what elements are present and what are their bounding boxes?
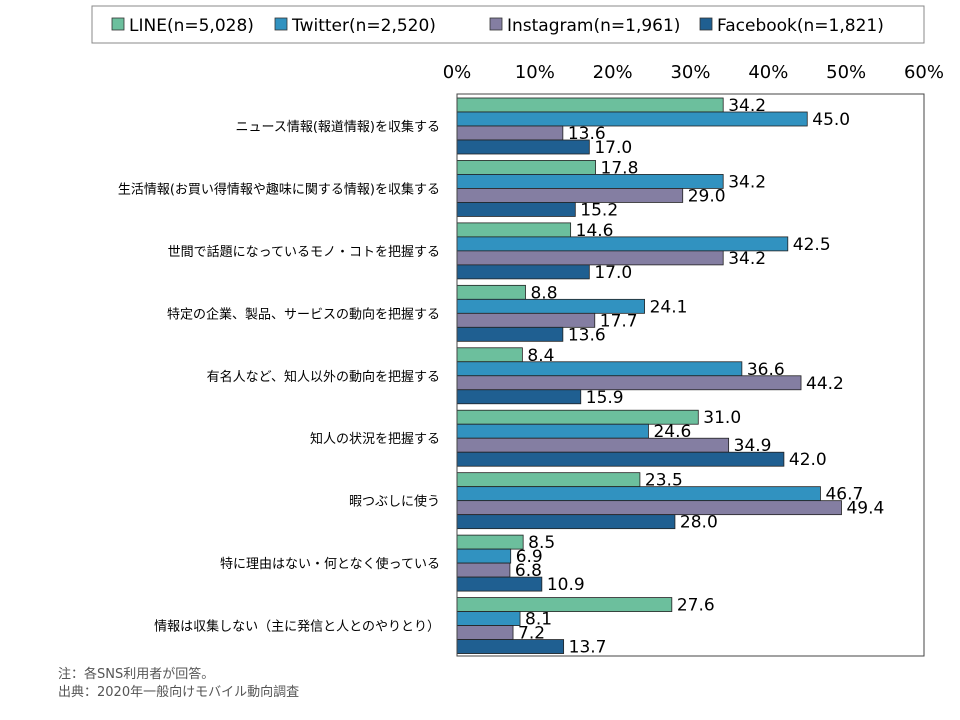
data-label: 14.6 <box>576 221 614 241</box>
data-label: 42.0 <box>789 450 827 470</box>
data-label: 23.5 <box>645 471 683 491</box>
legend: LINE(n=5,028) Twitter(n=2,520) Instagram(n… <box>91 5 925 44</box>
plot-frame <box>456 93 925 657</box>
data-label: 46.7 <box>825 485 863 505</box>
category-label: 情報は収集しない（主に発信と人とのやりとり） <box>154 619 440 635</box>
data-label: 34.9 <box>734 436 772 456</box>
data-label: 17.0 <box>594 263 632 283</box>
data-label: 8.5 <box>528 533 555 553</box>
data-label: 36.6 <box>747 360 785 380</box>
legend-box <box>91 5 925 44</box>
x-tick-label: 30% <box>670 62 710 83</box>
category-label: 生活情報(お買い得情報や趣味に関する情報)を収集する <box>118 181 440 197</box>
data-label: 8.8 <box>530 283 557 303</box>
bar <box>456 188 684 203</box>
bar <box>456 174 724 189</box>
category-label: 知人の状況を把握する <box>310 431 440 447</box>
bar <box>456 284 526 300</box>
bar <box>456 389 582 405</box>
bar <box>456 548 512 564</box>
data-label: 44.2 <box>806 374 844 394</box>
data-label: 34.2 <box>728 172 766 192</box>
legend-label: LINE(n=5,028) <box>129 16 254 36</box>
note-text: 注：各SNS利用者が回答。 <box>58 667 215 682</box>
bar <box>456 514 676 530</box>
bar <box>456 202 576 217</box>
data-label: 45.0 <box>812 110 850 130</box>
data-label: 13.6 <box>568 124 606 144</box>
bar <box>456 347 523 363</box>
legend-label: Twitter(n=2,520) <box>291 16 436 36</box>
bar <box>456 326 564 342</box>
bar <box>456 500 842 516</box>
data-label: 6.8 <box>515 561 542 581</box>
data-label: 13.6 <box>568 325 606 345</box>
bar <box>456 486 821 502</box>
x-tick-label: 50% <box>826 62 866 83</box>
data-label: 34.2 <box>728 96 766 116</box>
data-label: 27.6 <box>677 596 715 616</box>
x-tick-label: 0% <box>443 62 472 83</box>
bar <box>456 97 724 113</box>
bar <box>456 125 564 141</box>
category-label: 特定の企業、製品、サービスの動向を把握する <box>167 306 440 322</box>
legend-label: Facebook(n=1,821) <box>717 16 884 36</box>
bar <box>456 111 808 127</box>
category-label: ニュース情報(報道情報)を収集する <box>236 119 441 135</box>
x-tick-label: 40% <box>748 62 788 83</box>
bar <box>456 576 543 592</box>
bar <box>456 361 743 377</box>
data-label: 49.4 <box>846 499 884 519</box>
data-label: 17.7 <box>600 311 638 331</box>
data-label: 8.4 <box>527 346 554 366</box>
legend-label: Instagram(n=1,961) <box>507 16 680 36</box>
data-label: 10.9 <box>547 575 585 595</box>
bar <box>456 139 590 155</box>
category-label: 特に理由はない・何となく使っている <box>220 556 440 572</box>
bar <box>456 472 641 488</box>
data-label: 13.7 <box>569 638 607 658</box>
data-label: 42.5 <box>793 235 831 255</box>
bar <box>456 160 596 175</box>
legend-swatch <box>699 17 713 31</box>
data-label: 15.9 <box>586 388 624 408</box>
data-label: 24.6 <box>653 422 691 442</box>
bar <box>456 597 673 612</box>
bar <box>456 451 785 467</box>
bar <box>456 264 590 280</box>
legend-swatch <box>489 17 503 31</box>
bar <box>456 611 521 626</box>
bar <box>456 250 724 266</box>
data-label: 15.2 <box>580 200 618 220</box>
bar <box>456 534 524 550</box>
data-label: 17.8 <box>601 158 639 178</box>
data-label: 7.2 <box>518 624 545 644</box>
category-label: 有名人など、知人以外の動向を把握する <box>207 369 440 385</box>
x-tick-label: 10% <box>515 62 555 83</box>
data-label: 6.9 <box>516 547 543 567</box>
bar <box>456 375 802 391</box>
source-text: 出典：2020年一般向けモバイル動向調査 <box>58 685 300 700</box>
data-label: 29.0 <box>688 186 726 206</box>
legend-swatch <box>274 17 288 31</box>
data-label: 17.0 <box>594 138 632 158</box>
category-label: 暇つぶしに使う <box>349 494 440 510</box>
data-label: 34.2 <box>728 249 766 269</box>
data-label: 28.0 <box>680 513 718 533</box>
data-label: 8.1 <box>525 610 552 630</box>
bar <box>456 423 649 439</box>
x-tick-label: 60% <box>904 62 944 83</box>
bar <box>456 639 565 654</box>
x-tick-label: 20% <box>593 62 633 83</box>
bar <box>456 625 514 640</box>
bar <box>456 437 730 453</box>
legend-swatch <box>111 17 125 31</box>
bar <box>456 222 572 238</box>
bar <box>456 562 511 578</box>
category-label: 世間で話題になっているモノ・コトを把握する <box>168 244 440 260</box>
data-label: 31.0 <box>703 408 741 428</box>
data-label: 24.1 <box>650 297 688 317</box>
